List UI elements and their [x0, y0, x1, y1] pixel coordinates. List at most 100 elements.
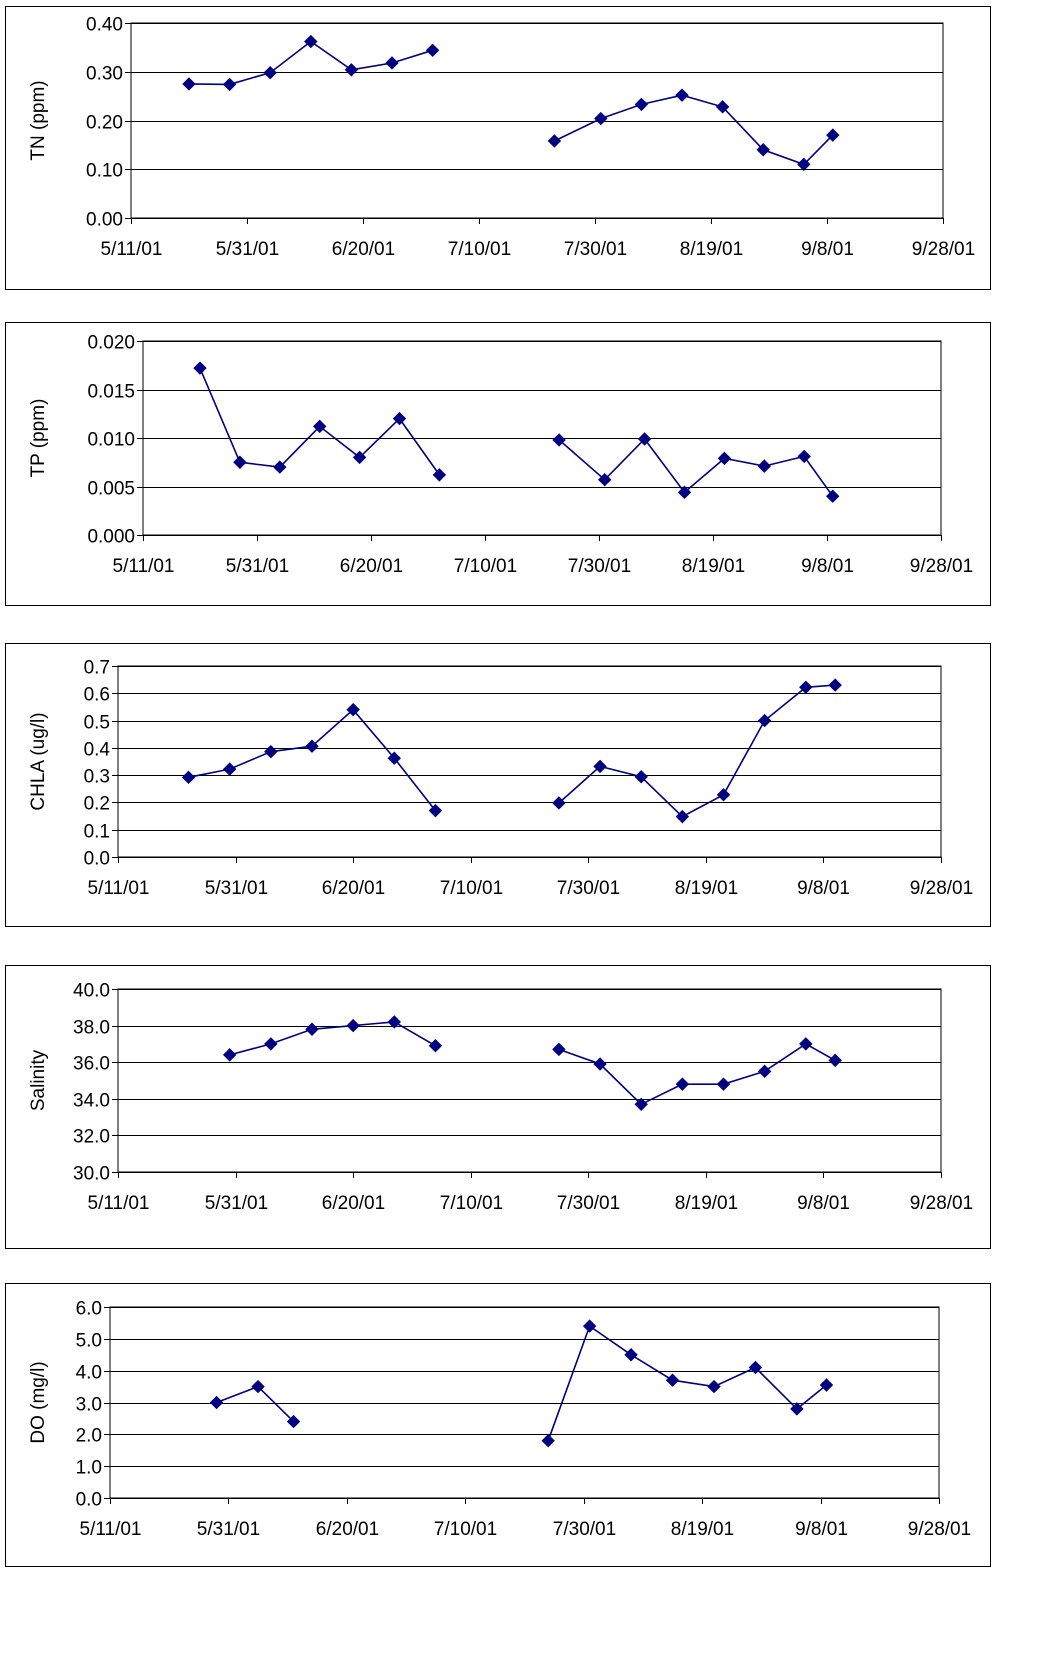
do-series-line-segment — [216, 1385, 295, 1423]
do-y-tick-label: 4.0 — [76, 1363, 102, 1384]
tn-data-point — [222, 77, 237, 92]
tp-x-tick-label: 9/28/01 — [910, 556, 973, 577]
tp-x-tick-label: 5/31/01 — [226, 556, 289, 577]
chla-data-point — [305, 739, 319, 753]
do-series-line-segment — [547, 1324, 828, 1441]
tp-y-tick-label: 0.000 — [87, 527, 135, 548]
do-gridlines — [110, 1307, 939, 1499]
tn-x-tick-label: 5/11/01 — [101, 239, 163, 260]
salinity-data-point — [634, 1097, 648, 1111]
chla-data-point — [757, 713, 772, 728]
tp-chart-panel: 0.000 0.005 0.010 0.015 0.020 5/11/01 5/31/01 6… — [5, 322, 991, 606]
tp-data-point — [392, 411, 407, 426]
tn-data-point — [797, 157, 811, 172]
salinity-x-tick-label: 8/19/01 — [675, 1193, 738, 1214]
chla-x-tick-label: 5/31/01 — [205, 878, 268, 899]
chla-data-point — [222, 762, 237, 776]
salinity-series-line-segment — [229, 1021, 436, 1056]
salinity-x-tick-label: 6/20/01 — [322, 1193, 385, 1214]
tp-gridlines — [143, 341, 941, 536]
tp-x-tick-label: 5/11/01 — [113, 556, 175, 577]
do-y-tick-label: 0.0 — [76, 1490, 102, 1511]
tn-plot-area — [130, 22, 944, 219]
salinity-data-point — [552, 1042, 566, 1057]
chla-data-point — [634, 770, 648, 784]
salinity-y-tick-label: 30.0 — [73, 1164, 110, 1185]
chla-chart-panel: 0.0 0.1 0.2 0.3 0.4 0.5 0.6 0.7 5/11/01 5/31/01 6/… — [5, 643, 991, 927]
tp-chart-svg: 0.000 0.005 0.010 0.015 0.020 5/11/01 5/31/01 6… — [28, 333, 973, 578]
tn-data-point — [425, 43, 440, 58]
chla-y-tick-label: 0.3 — [84, 767, 110, 788]
tn-x-tick-label: 7/30/01 — [564, 239, 627, 260]
salinity-x-tick-label: 5/11/01 — [88, 1193, 150, 1214]
tp-data-point — [797, 449, 811, 464]
salinity-chart-svg: 30.0 32.0 34.0 36.0 38.0 40.0 5/11/01 5/31/01 6/… — [28, 981, 973, 1215]
tn-data-point — [715, 100, 730, 114]
tn-y-axis-label: TN (ppm) — [28, 80, 49, 160]
chla-data-point — [593, 759, 607, 774]
tn-gridlines — [131, 23, 943, 219]
tn-x-tick-label: 7/10/01 — [448, 239, 511, 260]
salinity-series-line-segment — [558, 1042, 836, 1106]
tn-data-point — [756, 143, 770, 157]
tp-data-point — [273, 460, 287, 474]
chla-data-point — [346, 702, 360, 717]
do-data-point — [790, 1402, 804, 1416]
salinity-data-point — [346, 1018, 360, 1033]
tn-series-line-segment — [554, 94, 834, 166]
tp-data-point — [637, 432, 652, 446]
salinity-data-point — [305, 1022, 319, 1036]
chla-y-tick-label: 0.7 — [84, 658, 110, 679]
do-data-point — [582, 1319, 597, 1333]
tn-data-point — [634, 97, 649, 112]
salinity-data-point — [828, 1053, 842, 1068]
do-y-tick-label: 3.0 — [76, 1395, 102, 1416]
do-x-tick-label: 8/19/01 — [671, 1519, 734, 1540]
tp-data-point — [552, 433, 566, 447]
salinity-data-point — [757, 1064, 772, 1079]
tn-data-point — [675, 88, 689, 102]
tn-x-tick-label: 9/28/01 — [912, 239, 975, 260]
chla-data-point — [675, 809, 690, 824]
chla-x-tick-label: 5/11/01 — [88, 878, 150, 899]
chla-data-point — [264, 744, 278, 759]
salinity-x-tick-label: 7/10/01 — [440, 1193, 503, 1214]
salinity-data-point — [675, 1077, 690, 1091]
chla-x-tick-label: 9/8/01 — [797, 878, 850, 899]
tp-y-tick-label: 0.010 — [87, 430, 135, 451]
tp-data-point — [717, 451, 732, 466]
chla-data-point — [428, 803, 443, 818]
tn-data-point — [182, 77, 196, 91]
do-plot-area — [109, 1306, 940, 1499]
salinity-gridlines — [118, 989, 941, 1173]
tp-data-point — [352, 450, 367, 465]
tp-data-point — [597, 473, 612, 487]
tn-chart-svg: 0.00 0.10 0.20 0.30 0.40 5/11/01 5/31/01 6/20/0… — [28, 15, 975, 261]
do-y-tick-label: 6.0 — [76, 1299, 102, 1320]
salinity-data-point — [387, 1015, 402, 1029]
tp-data-point — [312, 419, 327, 434]
chla-y-tick-label: 0.1 — [84, 822, 110, 843]
tp-x-tick-label: 6/20/01 — [340, 556, 403, 577]
do-x-tick-label: 5/11/01 — [80, 1519, 142, 1540]
tn-data-point — [826, 128, 840, 142]
salinity-x-tick-label: 5/31/01 — [205, 1193, 268, 1214]
tn-x-tick-label: 9/8/01 — [801, 239, 854, 260]
do-chart-panel: 0.0 1.0 2.0 3.0 4.0 5.0 6.0 5/11/01 5/31/01 6/20/… — [5, 1283, 991, 1567]
do-data-point — [665, 1373, 680, 1387]
tn-chart-panel: 0.00 0.10 0.20 0.30 0.40 5/11/01 5/31/01 6/20/0… — [5, 6, 991, 290]
salinity-x-tick-label: 9/8/01 — [797, 1193, 850, 1214]
chla-y-tick-label: 0.2 — [84, 794, 110, 815]
chla-data-point — [799, 680, 813, 694]
salinity-x-tick-label: 7/30/01 — [557, 1193, 620, 1214]
do-x-tick-label: 9/8/01 — [795, 1519, 848, 1540]
tp-x-tick-label: 7/30/01 — [568, 556, 631, 577]
tn-data-point — [263, 66, 277, 80]
do-x-tick-label: 7/30/01 — [553, 1519, 616, 1540]
chla-data-point — [716, 788, 731, 802]
chla-data-point — [552, 796, 566, 810]
salinity-y-axis-label: Salinity — [28, 1049, 49, 1111]
chla-series-line-segment — [558, 684, 836, 818]
do-data-point — [707, 1379, 721, 1394]
chla-x-tick-label: 6/20/01 — [322, 878, 385, 899]
